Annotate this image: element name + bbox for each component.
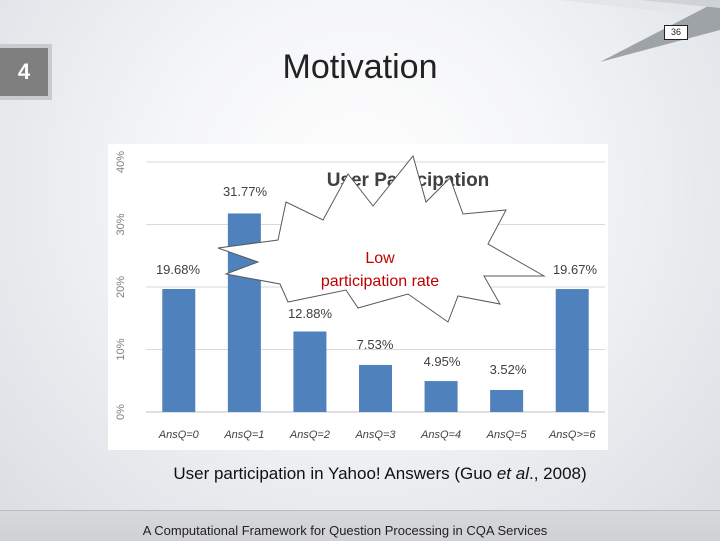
category-label: AnsQ>=6 [548,429,596,441]
bar [359,364,392,412]
y-tick-label: 30% [115,213,127,235]
bar [293,331,327,412]
callout-text-line1: Low [365,250,395,267]
caption-prefix: User participation in Yahoo! Answers (Gu… [173,464,497,483]
y-tick-label: 10% [115,338,127,360]
slide-number: 4 [0,48,48,96]
y-tick-label: 40% [115,151,127,173]
category-label: AnsQ=0 [158,429,200,441]
data-label: 4.95% [424,354,461,369]
category-label: AnsQ=2 [289,429,330,441]
page-number: 36 [664,25,688,40]
data-label: 7.53% [357,337,394,352]
bar [162,289,196,412]
footer-text: A Computational Framework for Question P… [142,523,548,538]
caption-suffix: ., 2008) [528,464,587,483]
category-label: AnsQ=3 [354,429,396,441]
bar-chart: 0%10%20%30%40%User ParticipationAnsQ=0An… [108,144,608,450]
chart-canvas: 0%10%20%30%40%User ParticipationAnsQ=0An… [115,151,605,441]
category-label: AnsQ=4 [420,429,461,441]
bar [490,390,524,412]
data-label: 31.77% [223,184,268,199]
bar [555,289,589,412]
y-tick-label: 0% [115,404,127,420]
category-label: AnsQ=1 [223,429,264,441]
footer-bar [0,510,720,541]
figure-caption: User participation in Yahoo! Answers (Gu… [0,464,720,484]
slide-title: Motivation [282,48,438,86]
data-label: 19.68% [156,262,201,277]
y-tick-label: 20% [115,276,127,298]
caption-italic: et al [496,464,529,483]
data-label: 3.52% [490,362,527,377]
data-label: 12.88% [288,306,333,321]
data-label: 19.67% [553,262,598,277]
callout-text-line2: participation rate [321,273,439,290]
category-label: AnsQ=5 [486,429,528,441]
bar [424,381,458,412]
callout-starburst [217,154,546,323]
